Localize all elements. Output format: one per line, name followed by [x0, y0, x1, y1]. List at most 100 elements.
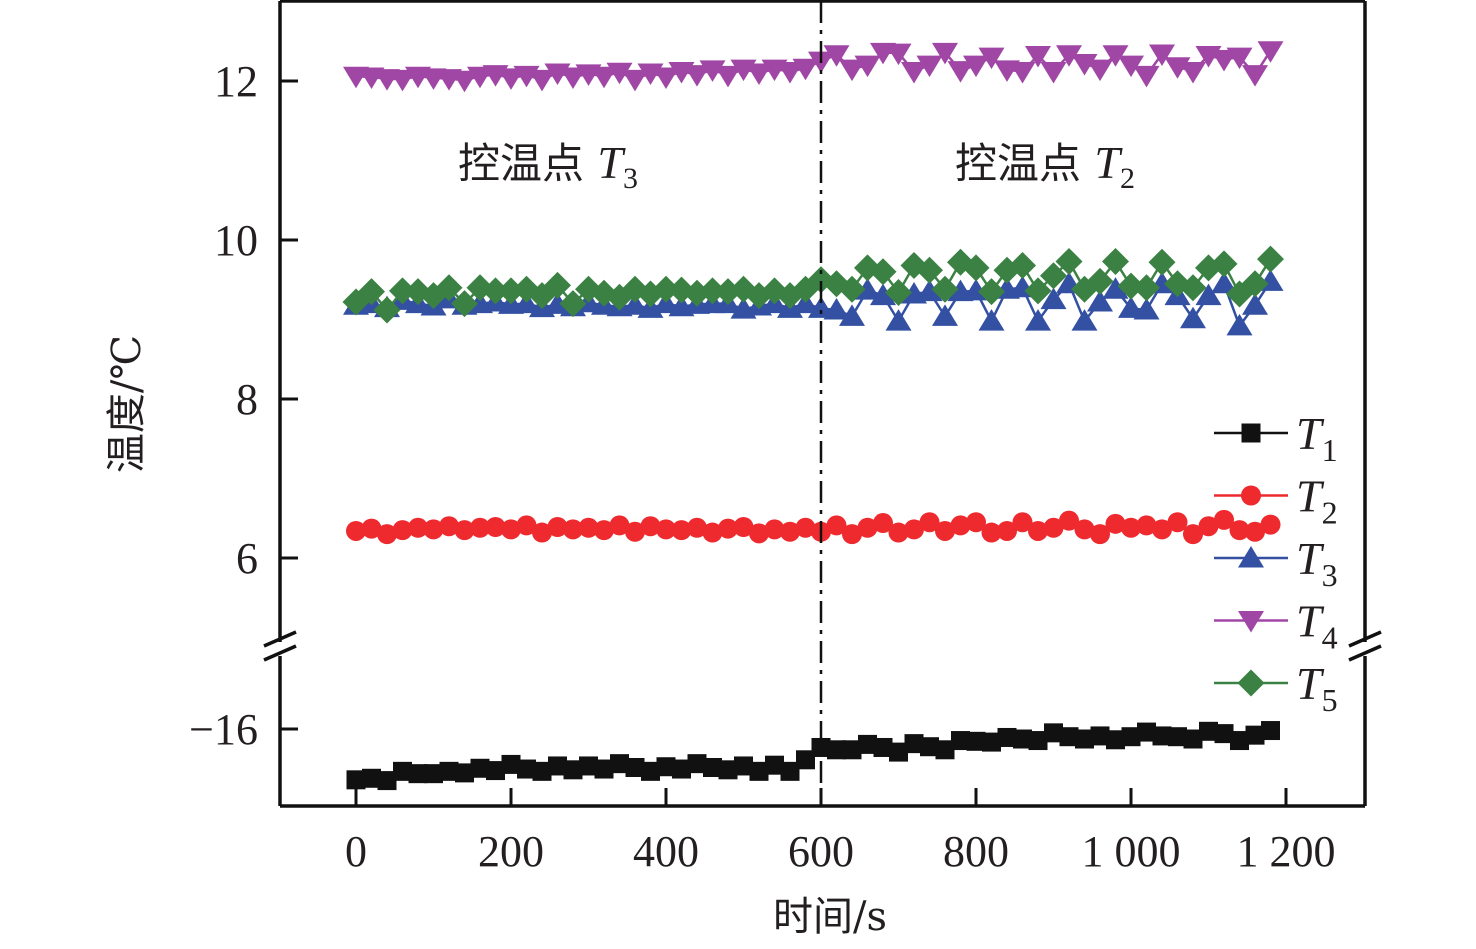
legend-item-T2: T2 — [1214, 471, 1338, 531]
data-point-T1 — [703, 758, 722, 777]
data-point-T4 — [932, 42, 958, 65]
data-point-T5 — [1040, 262, 1067, 290]
data-point-T1 — [1059, 727, 1079, 747]
x-axis-title: 时间/s — [773, 894, 887, 940]
data-point-T4 — [389, 69, 416, 92]
data-point-T2 — [919, 512, 940, 533]
data-point-T2 — [888, 522, 909, 543]
data-point-T1 — [1013, 729, 1032, 749]
x-tick-label: 0 — [345, 827, 367, 876]
legend-symbol: T — [1296, 596, 1325, 647]
data-point-T3 — [1102, 277, 1129, 299]
data-point-T2 — [1121, 517, 1141, 538]
data-point-T4 — [1180, 61, 1206, 84]
data-point-T5 — [497, 277, 525, 305]
axis-break-left-lower — [263, 644, 297, 662]
data-point-T5 — [916, 256, 943, 284]
data-point-T4 — [839, 59, 865, 82]
data-point-T5 — [451, 290, 478, 318]
data-point-T2 — [1043, 517, 1064, 538]
data-point-T1 — [982, 732, 1001, 752]
data-point-T5 — [435, 274, 463, 302]
svg-text:控温点 T2: 控温点 T2 — [955, 137, 1135, 195]
annotation-left-sub: 3 — [623, 162, 638, 195]
axis-break-left-upper — [263, 630, 297, 648]
data-point-T5 — [1179, 274, 1207, 302]
data-point-T4 — [560, 67, 586, 90]
legend-symbol: T — [1296, 533, 1325, 584]
legend-label: T4 — [1296, 596, 1338, 656]
data-point-T4 — [1226, 47, 1253, 70]
legend-sub: 1 — [1322, 432, 1338, 468]
data-point-T1 — [889, 742, 908, 762]
data-point-T4 — [699, 60, 726, 82]
data-point-T1 — [501, 754, 521, 774]
data-point-T2 — [1074, 519, 1095, 540]
data-point-T2 — [1214, 509, 1234, 530]
data-point-T5 — [482, 277, 509, 305]
series-T2 — [346, 509, 1281, 545]
data-point-T2 — [501, 519, 521, 540]
x-tick-label: 800 — [943, 827, 1009, 876]
data-point-T5 — [1241, 270, 1269, 298]
data-point-T1 — [594, 759, 614, 779]
annotation-right: 控温点 T2 — [955, 137, 1135, 195]
data-point-T5 — [389, 277, 416, 305]
annotation-right-text: 控温点 — [955, 139, 1094, 188]
data-point-T5 — [1024, 277, 1052, 305]
data-point-T1 — [904, 734, 924, 754]
legend-item-T4: T4 — [1214, 596, 1338, 656]
legend-item-T5: T5 — [1214, 658, 1338, 718]
data-point-T4 — [1087, 59, 1113, 82]
data-point-T4 — [1009, 61, 1036, 84]
data-point-T4 — [529, 69, 555, 92]
legend-item-T1: T1 — [1214, 408, 1338, 468]
data-point-T1 — [827, 740, 846, 760]
data-point-T5 — [931, 275, 959, 303]
data-point-T1 — [687, 754, 707, 774]
data-point-T4 — [823, 45, 850, 67]
data-point-T4 — [1211, 50, 1237, 72]
data-point-T1 — [1121, 727, 1141, 747]
data-point-T1 — [749, 761, 769, 781]
data-point-T2 — [485, 516, 506, 537]
data-point-T1 — [346, 770, 366, 790]
data-point-T4 — [777, 61, 803, 84]
data-marks — [342, 41, 1284, 791]
data-point-T3 — [916, 279, 943, 302]
data-point-T2 — [857, 517, 878, 538]
data-point-T4 — [715, 65, 741, 88]
data-point-T1 — [1137, 722, 1156, 742]
data-point-T1 — [532, 761, 552, 781]
legend-label: T3 — [1296, 533, 1338, 593]
data-point-T1 — [966, 731, 986, 751]
data-point-T2 — [1152, 519, 1172, 540]
data-point-T3 — [1118, 296, 1144, 318]
y-tick-label: 10 — [214, 216, 258, 265]
legend-label: T1 — [1296, 408, 1338, 468]
data-point-T3 — [1133, 297, 1160, 320]
data-point-T5 — [373, 296, 401, 324]
legend-label: T2 — [1296, 471, 1338, 531]
data-point-T4 — [1040, 61, 1067, 84]
data-point-T3 — [1242, 293, 1268, 315]
data-point-T5 — [869, 258, 897, 286]
y-tick-label: −16 — [189, 705, 258, 754]
data-point-T2 — [578, 517, 599, 538]
data-point-T2 — [532, 522, 552, 543]
data-point-T1 — [734, 756, 753, 776]
data-point-T3 — [1211, 271, 1237, 294]
data-point-T2 — [594, 520, 614, 541]
y-tick-label: 12 — [214, 57, 258, 106]
data-point-T1 — [1152, 726, 1172, 746]
data-point-T1 — [517, 759, 536, 779]
data-point-T3 — [1195, 283, 1222, 306]
data-point-T4 — [1025, 46, 1051, 68]
data-point-T1 — [873, 737, 893, 757]
data-point-T1 — [718, 760, 738, 780]
data-point-T1 — [470, 758, 490, 778]
data-point-T3 — [1180, 306, 1206, 329]
data-point-T5 — [1257, 245, 1284, 273]
data-point-T2 — [1012, 512, 1033, 533]
